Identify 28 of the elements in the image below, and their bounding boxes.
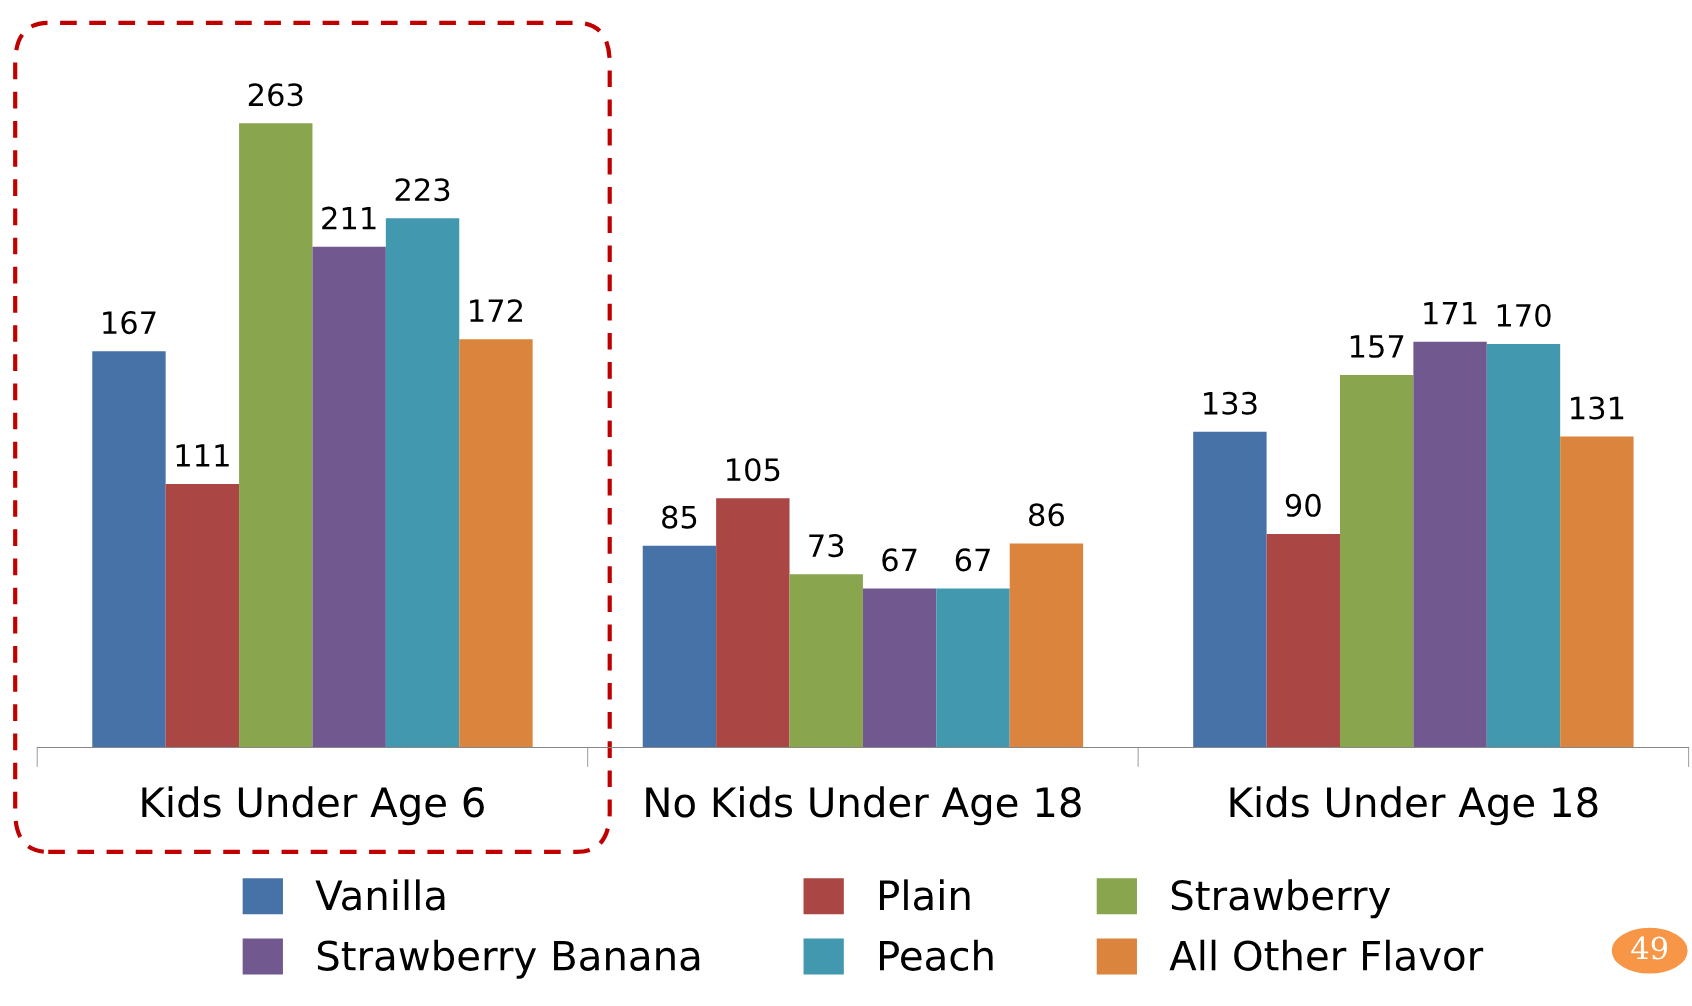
data-label: 170 bbox=[1497, 303, 1551, 328]
data-label: 111 bbox=[176, 444, 229, 467]
data-label: 85 bbox=[662, 505, 697, 529]
legend-label: Vanilla bbox=[315, 879, 445, 911]
legend-label: Strawberry Banana bbox=[317, 939, 700, 979]
data-label: 67 bbox=[955, 548, 990, 572]
data-label: 167 bbox=[103, 311, 156, 335]
legend-label: Plain bbox=[879, 879, 970, 911]
data-label: 157 bbox=[1350, 335, 1404, 358]
data-label: 223 bbox=[395, 178, 450, 202]
data-label: 133 bbox=[1204, 391, 1257, 415]
data-label: 105 bbox=[727, 458, 780, 482]
legend-label: Strawberry bbox=[1171, 879, 1391, 919]
data-label: 86 bbox=[1029, 503, 1064, 527]
data-label: 172 bbox=[470, 299, 523, 322]
data-label: 67 bbox=[882, 548, 917, 572]
legend-label: Peach bbox=[879, 939, 993, 971]
x-tick-label: No Kids Under Age 18 bbox=[646, 786, 1081, 826]
data-label: 131 bbox=[1571, 396, 1624, 420]
data-label: 263 bbox=[248, 83, 303, 107]
data-label: 90 bbox=[1285, 493, 1321, 517]
legend-label: All Other Flavor bbox=[1169, 939, 1484, 971]
data-label: 171 bbox=[1424, 301, 1477, 325]
x-tick-label: Kids Under Age 18 bbox=[1230, 786, 1598, 826]
x-tick-label: Kids Under Age 6 bbox=[142, 786, 484, 826]
data-label: 73 bbox=[809, 534, 844, 558]
text: 49 bbox=[1631, 936, 1668, 960]
data-label: 211 bbox=[322, 206, 376, 230]
